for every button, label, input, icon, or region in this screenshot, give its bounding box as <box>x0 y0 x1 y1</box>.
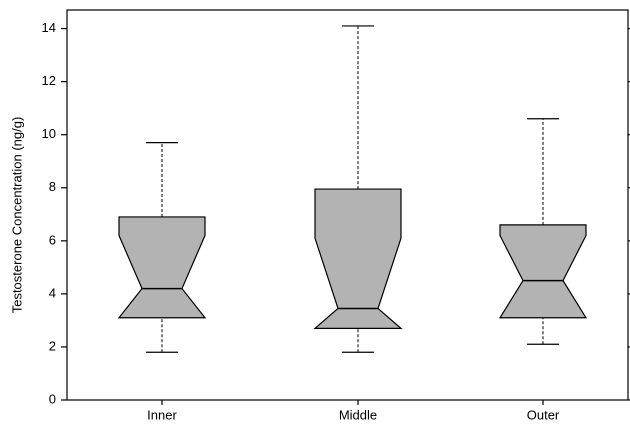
x-tick-label: Outer <box>527 407 560 422</box>
x-tick-label: Inner <box>147 407 177 422</box>
y-tick-label: 2 <box>49 338 56 353</box>
y-axis-label: Testosterone Concentration (ng/g) <box>9 117 24 314</box>
y-tick-label: 6 <box>49 232 56 247</box>
y-tick-label: 10 <box>42 126 56 141</box>
y-tick-label: 14 <box>42 20 56 35</box>
y-tick-label: 0 <box>49 391 56 406</box>
y-tick-label: 4 <box>49 285 56 300</box>
y-tick-label: 8 <box>49 179 56 194</box>
y-tick-label: 12 <box>42 73 56 88</box>
x-tick-label: Middle <box>339 407 377 422</box>
plot-frame <box>66 9 629 401</box>
box <box>117 216 207 319</box>
box <box>313 188 403 329</box>
box <box>498 224 588 319</box>
